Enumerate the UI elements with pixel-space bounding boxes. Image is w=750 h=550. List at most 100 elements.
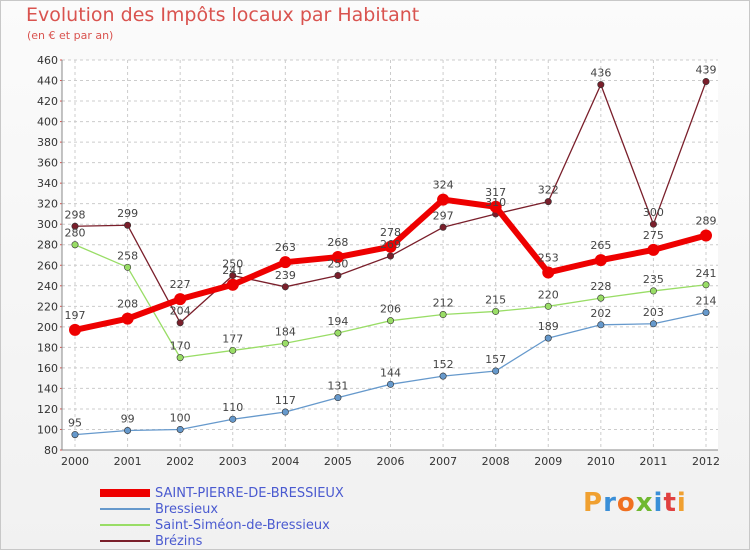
data-label: 289 xyxy=(696,215,717,228)
data-point xyxy=(489,200,502,213)
data-point xyxy=(124,426,132,434)
data-label: 95 xyxy=(68,417,82,430)
data-label: 220 xyxy=(538,288,559,301)
y-tick-label: 340 xyxy=(37,177,58,190)
data-label: 439 xyxy=(696,64,717,77)
data-label: 250 xyxy=(327,258,348,271)
logo-letter: o xyxy=(616,488,636,518)
data-point xyxy=(229,346,237,354)
legend-label: Brézins xyxy=(155,533,203,549)
data-point xyxy=(334,272,342,280)
data-label: 170 xyxy=(170,340,191,353)
data-point xyxy=(439,311,447,319)
y-tick-label: 80 xyxy=(44,444,58,457)
data-point xyxy=(492,367,500,375)
axes: 80 100 120 140 160 180 200 220 240 260 280 300 320 34… xyxy=(37,54,720,468)
data-label: 250 xyxy=(222,258,243,271)
y-tick-label: 180 xyxy=(37,341,58,354)
data-point xyxy=(386,317,394,325)
x-tick-label: 2004 xyxy=(271,455,299,468)
data-point xyxy=(702,308,710,316)
legend-item: SAINT-PIERRE-DE-BRESSIEUX xyxy=(100,485,344,501)
data-point xyxy=(649,287,657,295)
data-point xyxy=(226,278,239,291)
data-label: 436 xyxy=(590,67,611,80)
x-tick-label: 2005 xyxy=(324,455,352,468)
y-tick-label: 300 xyxy=(37,218,58,231)
x-tick-label: 2009 xyxy=(534,455,562,468)
data-label: 99 xyxy=(121,413,135,426)
x-tick-label: 2008 xyxy=(482,455,510,468)
data-label: 278 xyxy=(380,226,401,239)
data-point xyxy=(281,408,289,416)
legend-item: Saint-Siméon-de-Bressieux xyxy=(100,517,344,533)
y-tick-label: 400 xyxy=(37,116,58,129)
data-label: 280 xyxy=(65,227,86,240)
legend-label: Bressieux xyxy=(155,501,219,517)
y-tick-label: 460 xyxy=(37,54,58,67)
data-point xyxy=(71,241,79,249)
data-point xyxy=(544,302,552,310)
data-label: 215 xyxy=(485,293,506,306)
data-label: 298 xyxy=(65,208,86,221)
data-point xyxy=(700,229,712,242)
data-point xyxy=(386,252,394,260)
y-tick-label: 240 xyxy=(37,280,58,293)
data-point xyxy=(334,394,342,402)
y-tick-label: 420 xyxy=(37,95,58,108)
data-label: 300 xyxy=(643,206,664,219)
y-tick-label: 260 xyxy=(37,259,58,272)
data-point xyxy=(176,354,184,362)
data-labels: 95 99 100 110 117 131 144 152 157 189 202 203 214 280… xyxy=(65,64,717,430)
data-point xyxy=(281,283,289,291)
data-label: 100 xyxy=(170,411,191,424)
data-label: 204 xyxy=(170,305,191,318)
data-label: 297 xyxy=(433,209,454,222)
data-label: 258 xyxy=(117,249,138,262)
data-point xyxy=(542,266,555,279)
logo-letter: r xyxy=(603,488,617,518)
chart-subtitle: (en € et par an) xyxy=(27,29,114,42)
data-label: 241 xyxy=(222,264,243,277)
data-label: 235 xyxy=(643,273,664,286)
chart-title: Evolution des Impôts locaux par Habitant xyxy=(26,4,420,26)
legend-swatch xyxy=(100,489,150,497)
data-point xyxy=(386,380,394,388)
data-point xyxy=(229,415,237,423)
legend: SAINT-PIERRE-DE-BRESSIEUX Bressieux Saint-… xyxy=(100,485,344,549)
data-label: 184 xyxy=(275,325,296,338)
y-tick-label: 140 xyxy=(37,382,58,395)
data-label: 144 xyxy=(380,366,401,379)
data-label: 194 xyxy=(327,315,348,328)
data-point xyxy=(334,329,342,337)
data-point xyxy=(439,223,447,231)
x-tick-label: 2003 xyxy=(219,455,247,468)
data-label: 228 xyxy=(590,280,611,293)
data-label: 152 xyxy=(433,358,454,371)
x-tick-label: 2011 xyxy=(639,455,667,468)
data-point xyxy=(174,293,187,306)
data-point xyxy=(702,281,710,289)
data-point xyxy=(702,78,710,86)
legend-label: Saint-Siméon-de-Bressieux xyxy=(155,517,330,533)
data-label: 275 xyxy=(643,229,664,242)
legend-swatch xyxy=(100,524,150,526)
proxiti-logo: Proxiti xyxy=(583,488,687,518)
x-tick-label: 2000 xyxy=(61,455,89,468)
data-point xyxy=(597,294,605,302)
y-tick-label: 380 xyxy=(37,136,58,149)
data-point xyxy=(279,256,292,269)
data-label: 239 xyxy=(275,269,296,282)
data-label: 203 xyxy=(643,306,664,319)
series-group xyxy=(69,78,712,439)
data-label: 206 xyxy=(380,303,401,316)
logo-letter: x xyxy=(635,488,654,518)
y-tick-label: 200 xyxy=(37,321,58,334)
data-point xyxy=(437,193,450,206)
y-tick-label: 320 xyxy=(37,198,58,211)
legend-swatch xyxy=(100,508,150,510)
data-label: 117 xyxy=(275,394,296,407)
data-label: 317 xyxy=(485,186,506,199)
data-point xyxy=(176,425,184,433)
